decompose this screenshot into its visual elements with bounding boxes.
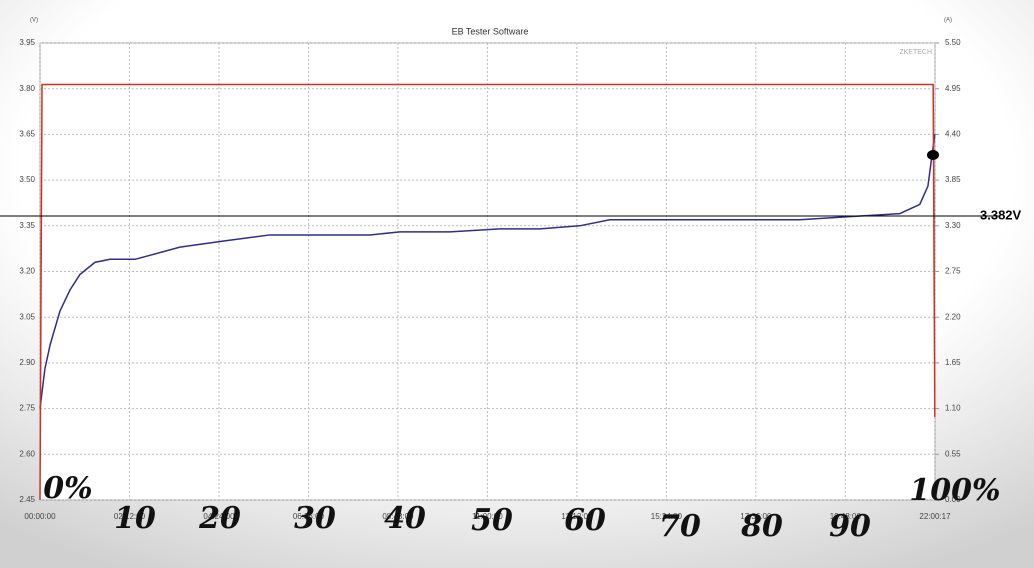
x-tick-label: 04:24:00 [203, 512, 235, 521]
x-tick-label: 15:24:00 [651, 512, 683, 521]
x-tick-label: 11:00:00 [472, 512, 503, 521]
y-tick-label: 3.35 [19, 221, 35, 230]
chart-title: EB Tester Software [452, 26, 529, 36]
y2-tick-label: 2.20 [945, 312, 961, 321]
x-tick-label: 00:00:00 [24, 512, 56, 521]
y2-tick-label: 1.10 [945, 404, 961, 413]
y2-tick-label: 5.50 [945, 38, 961, 47]
handwritten-label: 50 [471, 503, 513, 538]
y2-tick-label: 4.40 [945, 130, 961, 139]
x-tick-label: 02:12:00 [114, 512, 146, 521]
y-tick-label: 2.75 [19, 404, 35, 413]
handwritten-label: 100% [909, 473, 1000, 508]
y2-tick-label: 2.75 [945, 267, 961, 276]
y2-tick-label: 1.65 [945, 358, 961, 367]
y-tick-label: 3.50 [19, 175, 35, 184]
y2-tick-label: 0.55 [945, 449, 961, 458]
y2-tick-label: 0.00 [945, 495, 961, 504]
x-tick-label: 22:00:17 [919, 512, 951, 521]
handwritten-label: 0% [43, 471, 92, 506]
y-tick-label: 2.45 [19, 495, 35, 504]
handwritten-label: 80 [740, 509, 783, 544]
y-axis-label: (V) [30, 18, 38, 24]
y-tick-label: 3.65 [19, 130, 35, 139]
watermark: ZKETECH [899, 49, 932, 56]
x-tick-label: 19:48:00 [830, 512, 862, 521]
x-tick-label: 08:48:00 [382, 512, 414, 521]
x-tick-label: 06:36:00 [293, 512, 325, 521]
y-tick-label: 2.60 [19, 449, 35, 458]
y2-axis-label: (A) [944, 18, 952, 24]
y2-tick-label: 4.95 [945, 84, 961, 93]
x-tick-label: 17:36:00 [740, 512, 772, 521]
data-line [39, 83, 936, 501]
handwritten-label: 70 [659, 509, 701, 544]
marker-dot [927, 150, 939, 160]
data-line [39, 134, 936, 409]
y2-tick-label: 3.30 [945, 221, 961, 230]
handwritten-label: 40 [384, 501, 426, 536]
y-tick-label: 3.80 [19, 84, 35, 93]
handwritten-label: 10 [114, 501, 156, 536]
x-tick-label: 13:12:00 [561, 512, 593, 521]
handwritten-label: 20 [198, 501, 241, 536]
handwritten-label: 90 [829, 509, 871, 544]
reference-label: 3.382V [980, 207, 1022, 222]
y2-tick-label: 3.85 [945, 175, 961, 184]
handwritten-label: 30 [294, 501, 336, 536]
y-tick-label: 3.05 [19, 312, 35, 321]
y-tick-label: 3.20 [19, 267, 35, 276]
handwritten-label: 60 [564, 503, 606, 538]
y-tick-label: 3.95 [19, 38, 35, 47]
y-tick-label: 2.90 [19, 358, 35, 367]
